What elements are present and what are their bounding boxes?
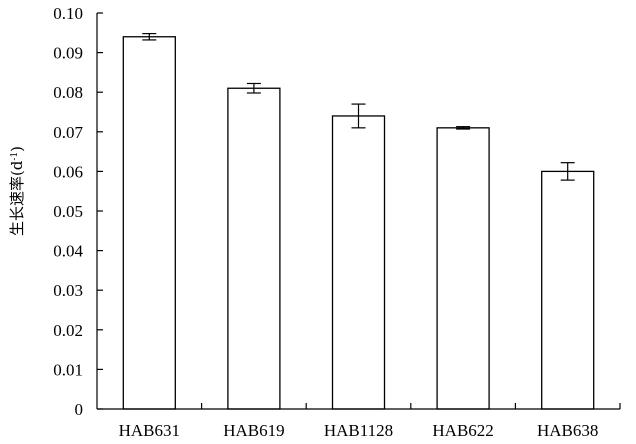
y-tick-label: 0.09 — [53, 44, 83, 63]
bar-HAB619 — [227, 87, 281, 410]
y-axis-label-close: ) — [8, 146, 26, 152]
y-axis-ticks: 0 0.01 0.02 0.03 0.04 0.05 0.06 0.07 0.08 0.09 0.1… — [53, 4, 103, 419]
y-tick-label: 0.03 — [53, 281, 83, 300]
x-axis-ticks: HAB631 HAB619 HAB1128 HAB622 HAB638 — [119, 403, 621, 440]
bars-group — [122, 36, 595, 410]
y-tick-label: 0.10 — [53, 4, 83, 23]
y-tick-label: 0.01 — [53, 360, 83, 379]
y-tick-label: 0 — [75, 400, 84, 419]
y-tick-label: 0.07 — [53, 123, 83, 142]
y-tick-label: 0.02 — [53, 321, 83, 340]
x-category-label: HAB1128 — [324, 421, 393, 440]
x-category-label: HAB638 — [537, 421, 598, 440]
bar-HAB1128 — [331, 115, 386, 410]
x-category-label: HAB619 — [223, 421, 284, 440]
bar-HAB622 — [436, 127, 490, 410]
y-tick-label: 0.05 — [53, 202, 83, 221]
y-axis-label-main: 生长速率(d — [8, 160, 26, 236]
y-axis-label: 生长速率(d-1) — [8, 146, 26, 236]
y-tick-label: 0.06 — [53, 162, 83, 181]
bar-HAB631 — [122, 36, 176, 410]
x-category-label: HAB622 — [432, 421, 493, 440]
y-axis-label-superscript: -1 — [10, 152, 20, 161]
x-category-label: HAB631 — [119, 421, 180, 440]
y-tick-label: 0.08 — [53, 83, 83, 102]
bar-HAB638 — [541, 170, 595, 410]
y-tick-label: 0.04 — [53, 242, 83, 261]
error-bars-group — [142, 32, 575, 181]
